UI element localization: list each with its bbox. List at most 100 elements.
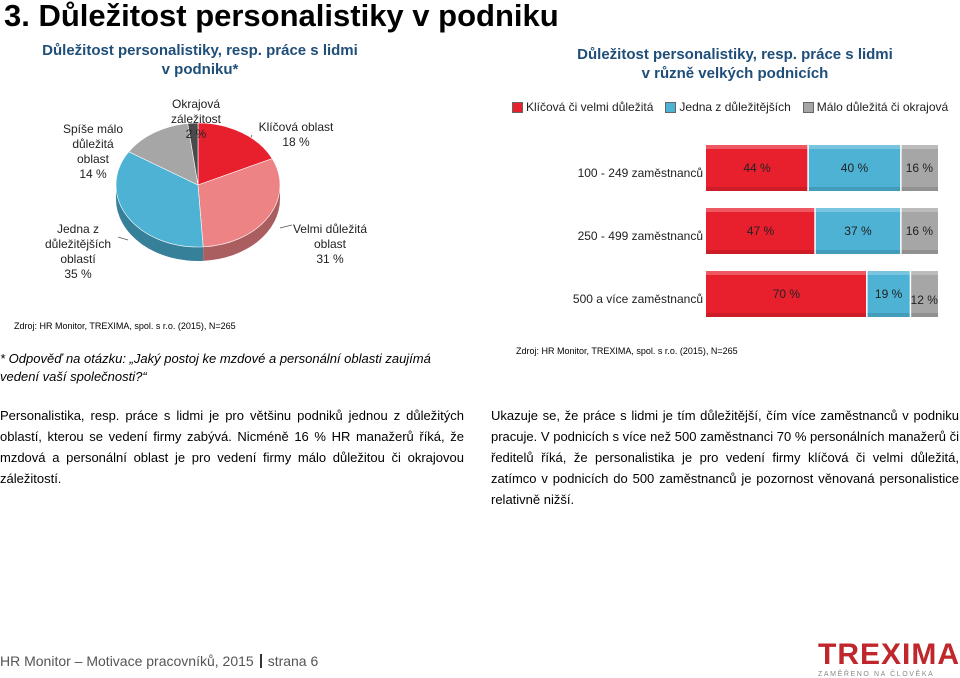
label-line: důležitá bbox=[72, 137, 114, 151]
legend-item-jedna: Jedna z důležitějších bbox=[679, 100, 791, 114]
bar-segment bbox=[900, 208, 938, 254]
bar-highlight bbox=[808, 145, 901, 149]
pie-leader-line bbox=[279, 224, 293, 229]
bar-row-label-3: 500 a více zaměstnanců bbox=[572, 292, 703, 306]
label-line: Velmi důležitá bbox=[292, 222, 368, 236]
bar-value-label: 19 % bbox=[875, 287, 903, 301]
bar-shade bbox=[706, 313, 867, 317]
bar-segment bbox=[808, 145, 901, 191]
bar-shade bbox=[815, 250, 901, 254]
bar-row-500-plus-seg-jedna: 19 % bbox=[866, 271, 911, 317]
bar-segment bbox=[706, 208, 816, 254]
label-line: 14 % bbox=[79, 167, 107, 181]
pie-source: Zdroj: HR Monitor, TREXIMA, spol. s r.o.… bbox=[14, 321, 236, 331]
bar-highlight bbox=[900, 208, 938, 212]
label-line: Spíše málo bbox=[62, 122, 124, 136]
page-title: 3. Důležitost personalistiky v podniku bbox=[4, 0, 559, 33]
bar-value-label: 16 % bbox=[906, 161, 934, 175]
label-line: oblast bbox=[76, 152, 110, 166]
pie-title-line1: Důležitost personalistiky, resp. práce s… bbox=[42, 42, 358, 59]
label-line: oblast bbox=[313, 237, 347, 251]
label-line: záležitost bbox=[170, 112, 222, 126]
paragraph-left: Personalistika, resp. práce s lidmi je p… bbox=[0, 408, 464, 486]
legend-swatch-blue bbox=[665, 101, 677, 113]
legend-item-klicova: Klíčová či velmi důležitá bbox=[526, 100, 654, 114]
bar-shade bbox=[706, 250, 816, 254]
pie-title-line2: v podniku* bbox=[161, 61, 239, 78]
pie-slice-velmi bbox=[197, 158, 281, 248]
legend-item-malo: Málo důležitá či okrajová bbox=[816, 100, 949, 114]
bar-title-line1: Důležitost personalistiky, resp. práce s… bbox=[577, 46, 893, 63]
bar-row-100-249-seg-jedna: 40 % bbox=[807, 145, 901, 191]
pie-slice-klicova bbox=[197, 122, 273, 186]
bar-legend: Klíčová či velmi důležitá Jedna z důleži… bbox=[512, 100, 948, 114]
bar-highlight bbox=[706, 208, 816, 212]
bar-value-label: 70 % bbox=[773, 287, 801, 301]
footer: HR Monitor – Motivace pracovníků, 2015 st… bbox=[0, 653, 318, 669]
bar-shade bbox=[900, 187, 938, 191]
bar-row-label-1: 100 - 249 zaměstnanců bbox=[577, 166, 703, 180]
bar-shade bbox=[900, 250, 938, 254]
pie-label-okrajova: Okrajová záležitost 2 % bbox=[146, 97, 246, 142]
pie-slice-jedna-side bbox=[116, 185, 204, 261]
pie-sides bbox=[116, 185, 280, 261]
label-line: 18 % bbox=[282, 135, 310, 149]
bar-highlight bbox=[900, 145, 938, 149]
bar-value-label: 40 % bbox=[841, 161, 869, 175]
bar-row-250-499-seg-malo: 16 % bbox=[900, 208, 938, 254]
question-note: * Odpověď na otázku: „Jaký postoj ke mzd… bbox=[0, 351, 431, 384]
pie-slice-spise bbox=[128, 123, 199, 186]
bar-shade bbox=[866, 313, 911, 317]
bar-highlight bbox=[706, 271, 867, 275]
trexima-logo: TREXIMA ZAMĚŘENO NA ČLOVĚKA bbox=[818, 638, 960, 678]
pie-chart bbox=[115, 122, 293, 261]
logo-word: TREXIMA bbox=[818, 638, 960, 671]
bar-shade bbox=[808, 187, 901, 191]
pie-slice-jedna bbox=[115, 151, 204, 248]
label-line: Jedna z bbox=[56, 222, 100, 236]
footer-page-number: strana 6 bbox=[267, 653, 319, 669]
bar-highlight bbox=[866, 271, 911, 275]
bar-highlight bbox=[815, 208, 901, 212]
bar-title-line2: v různě velkých podnicích bbox=[641, 65, 829, 82]
bar-segment bbox=[706, 271, 867, 317]
label-line: oblastí bbox=[60, 252, 96, 266]
bar-row-label-2: 250 - 499 zaměstnanců bbox=[577, 229, 703, 243]
bar-value-label: 16 % bbox=[906, 224, 934, 238]
label-line: 31 % bbox=[316, 252, 344, 266]
bar-row-100-249-seg-malo: 16 % bbox=[900, 145, 938, 191]
bar-row-500-plus-seg-malo: 12 % bbox=[909, 271, 939, 317]
bar-row-500-plus-seg-klicova: 70 % bbox=[706, 271, 867, 317]
bar-value-label: 37 % bbox=[844, 224, 872, 238]
label-line: Klíčová oblast bbox=[258, 120, 334, 134]
bar-row-100-249-seg-klicova: 44 % bbox=[706, 145, 809, 191]
footer-title: HR Monitor – Motivace pracovníků, 2015 bbox=[0, 653, 254, 669]
bar-shade bbox=[706, 187, 809, 191]
bar-value-label: 44 % bbox=[743, 161, 771, 175]
label-line: 2 % bbox=[185, 127, 207, 141]
bar-segment bbox=[706, 145, 809, 191]
pie-label-klicova: Klíčová oblast 18 % bbox=[246, 120, 346, 150]
label-line: Okrajová bbox=[171, 97, 221, 111]
bar-segment bbox=[866, 271, 911, 317]
paragraph-right: Ukazuje se, že práce s lidmi je tím důle… bbox=[491, 408, 959, 507]
pie-label-spise: Spíše málo důležitá oblast 14 % bbox=[53, 122, 133, 182]
bar-row-250-499-seg-klicova: 47 % bbox=[706, 208, 816, 254]
label-line: 35 % bbox=[64, 267, 92, 281]
bar-segment bbox=[815, 208, 901, 254]
label-line: důležitějších bbox=[44, 237, 112, 251]
pie-slice-okrajova bbox=[187, 122, 199, 186]
legend-swatch-red bbox=[512, 101, 523, 113]
bar-shade bbox=[910, 313, 938, 317]
bar-source: Zdroj: HR Monitor, TREXIMA, spol. s r.o.… bbox=[516, 346, 738, 356]
bar-row-250-499-seg-jedna: 37 % bbox=[814, 208, 901, 254]
pie-slices bbox=[115, 122, 281, 248]
bar-chart-title: Důležitost personalistiky, resp. práce s… bbox=[525, 45, 945, 83]
bar-value-label: 47 % bbox=[747, 224, 775, 238]
bar-value-label: 12 % bbox=[911, 293, 939, 307]
pie-chart-title: Důležitost personalistiky, resp. práce s… bbox=[30, 41, 370, 79]
footer-separator bbox=[259, 654, 262, 668]
pie-slice-velmi-side bbox=[203, 185, 280, 261]
bar-highlight bbox=[910, 271, 938, 275]
bar-segment bbox=[900, 145, 938, 191]
